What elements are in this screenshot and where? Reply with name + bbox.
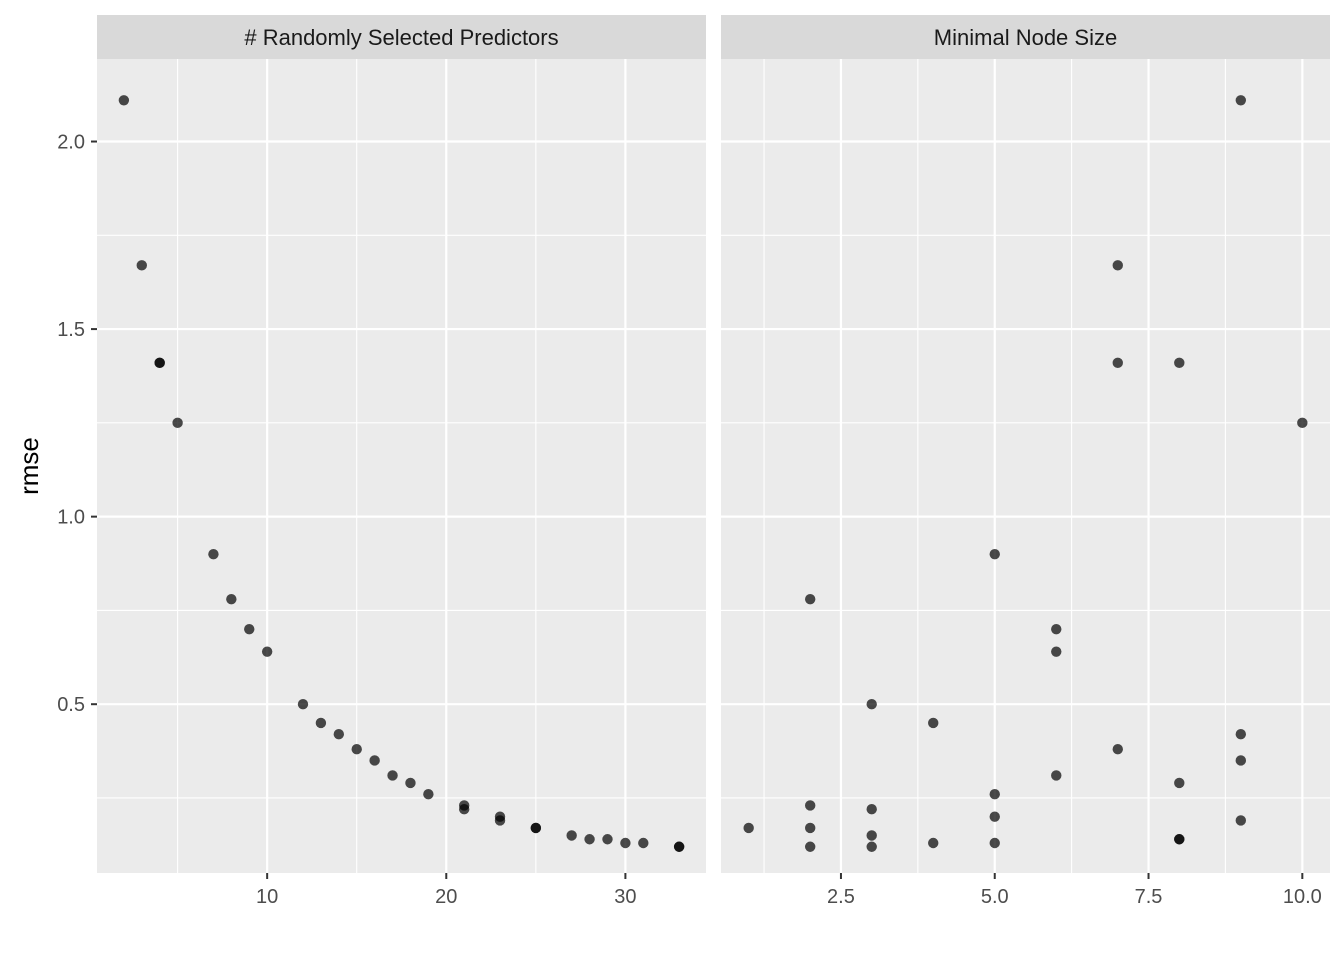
- data-point: [333, 729, 345, 740]
- facets: # Randomly Selected Predictors 10 20 30 Mini…: [97, 15, 1330, 908]
- x-tick-label: 5.0: [981, 886, 1009, 908]
- data-point: [866, 841, 877, 852]
- data-point: [405, 777, 416, 789]
- data-point: [1112, 744, 1123, 755]
- y-tick-label: 1.5: [57, 319, 85, 341]
- data-point: [1174, 777, 1185, 789]
- data-point: [1112, 260, 1123, 271]
- data-point: [351, 744, 362, 755]
- y-axis: 0.5 1.0 1.5 2.0: [57, 132, 97, 716]
- data-point: [387, 770, 398, 781]
- data-point: [1297, 417, 1308, 429]
- data-point: [928, 717, 939, 729]
- data-point: [1112, 357, 1123, 369]
- data-point: [989, 548, 1000, 560]
- data-point: [244, 623, 255, 635]
- data-point: [602, 834, 613, 845]
- data-point: [804, 841, 816, 852]
- data-point: [369, 755, 380, 766]
- x-tick-label: 2.5: [827, 886, 855, 908]
- data-point: [118, 95, 130, 106]
- data-point: [1051, 770, 1062, 781]
- data-point: [494, 815, 506, 826]
- x-tick-label: 20: [435, 886, 457, 908]
- data-point: [1235, 815, 1247, 826]
- data-point: [989, 837, 1000, 849]
- data-point: [866, 698, 877, 710]
- data-point: [673, 841, 685, 852]
- data-point: [989, 789, 1000, 800]
- data-point: [620, 837, 631, 849]
- data-point: [1174, 357, 1185, 369]
- data-point: [458, 804, 470, 815]
- data-point: [1235, 95, 1247, 106]
- y-axis-title: rmse: [14, 437, 44, 495]
- data-point: [315, 717, 327, 729]
- data-point: [297, 698, 309, 710]
- data-point: [566, 830, 577, 841]
- data-point: [226, 593, 237, 605]
- facet-panel-2: Minimal Node Size 2.5 5.0 7.5 10.0: [721, 15, 1330, 908]
- data-point: [804, 822, 816, 834]
- data-point: [154, 357, 165, 369]
- data-point: [928, 837, 939, 849]
- data-point: [423, 789, 434, 800]
- facet-strip-label: # Randomly Selected Predictors: [244, 25, 558, 50]
- data-point: [866, 830, 877, 841]
- x-tick-label: 7.5: [1135, 886, 1163, 908]
- data-point: [866, 804, 877, 815]
- data-point: [1051, 646, 1062, 657]
- panel-background: [721, 59, 1330, 873]
- panel-background: [97, 59, 706, 873]
- data-point: [989, 811, 1000, 822]
- data-point: [638, 837, 649, 849]
- y-tick-label: 2.0: [57, 132, 85, 154]
- data-point: [1051, 623, 1062, 635]
- data-point: [208, 548, 219, 560]
- facet-strip: [97, 15, 706, 59]
- x-tick-label: 10: [256, 886, 278, 908]
- data-point: [1235, 755, 1247, 766]
- data-point: [1174, 834, 1185, 845]
- facet-panel-1: # Randomly Selected Predictors 10 20 30: [97, 15, 706, 908]
- data-point: [584, 834, 595, 845]
- y-tick-label: 0.5: [57, 694, 85, 716]
- data-point: [743, 822, 754, 834]
- data-point: [261, 646, 273, 657]
- data-point: [172, 417, 183, 429]
- data-point: [136, 260, 147, 271]
- x-tick-label: 30: [614, 886, 636, 908]
- x-tick-label: 10.0: [1283, 886, 1322, 908]
- facet-strip-label: Minimal Node Size: [934, 25, 1117, 50]
- y-tick-label: 1.0: [57, 507, 85, 529]
- data-point: [804, 593, 816, 605]
- facet-strip: [721, 15, 1330, 59]
- data-point: [804, 800, 816, 811]
- data-point: [1235, 729, 1247, 740]
- data-point: [530, 822, 542, 834]
